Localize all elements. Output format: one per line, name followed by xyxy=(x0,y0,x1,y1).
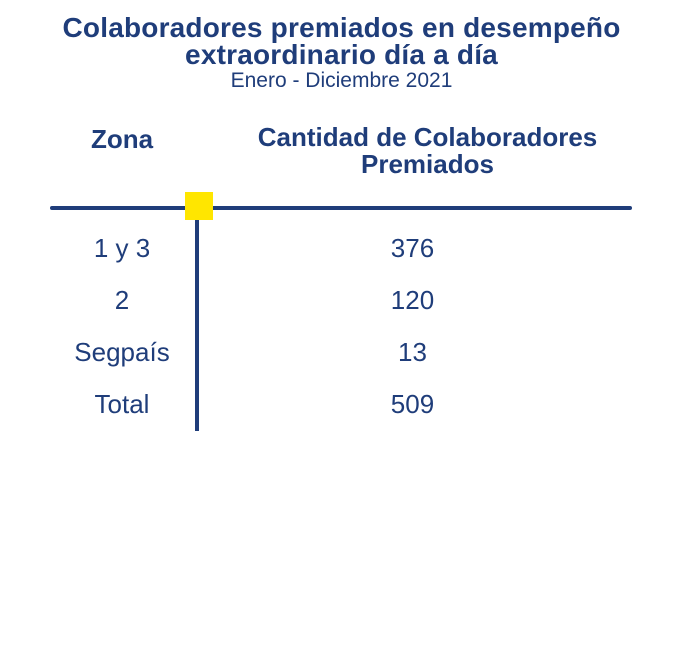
header-divider-line xyxy=(50,206,632,210)
zona-cell: 1 y 3 xyxy=(93,233,151,263)
zona-cell: Segpaís xyxy=(74,337,170,367)
chart-subtitle: Enero - Diciembre 2021 xyxy=(230,69,453,92)
column-header-cantidad: Cantidad de Colaboradores Premiados xyxy=(257,122,598,179)
chart-title: Colaboradores premiados en desempeño ext… xyxy=(62,12,621,70)
title-block: Colaboradores premiados en desempeño ext… xyxy=(0,14,683,93)
cantidad-cell: 376 xyxy=(390,233,435,263)
zona-cell: Total xyxy=(94,389,150,419)
cantidad-cell: 120 xyxy=(390,285,435,315)
yellow-square-marker xyxy=(185,192,213,220)
column-header-zona: Zona xyxy=(90,124,154,154)
column-divider-line xyxy=(195,210,199,431)
zona-cell: 2 xyxy=(114,285,130,315)
cantidad-cell: 13 xyxy=(398,337,427,367)
cantidad-cell: 509 xyxy=(390,389,435,419)
